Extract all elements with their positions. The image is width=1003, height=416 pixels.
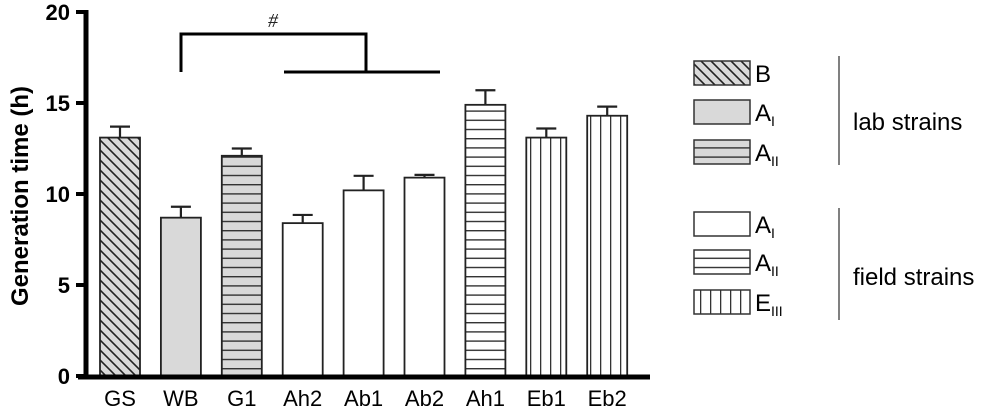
legend-label: AI xyxy=(755,212,775,241)
y-tick-label: 10 xyxy=(46,182,70,207)
legend-label: EIII xyxy=(755,290,783,319)
bar-ah2 xyxy=(281,222,324,377)
x-tick-label: WB xyxy=(163,386,198,411)
x-tick-label: GS xyxy=(104,386,136,411)
legend-label: AI xyxy=(755,100,775,129)
bar-ab2 xyxy=(403,176,446,377)
bar-eb1 xyxy=(525,136,568,377)
legend-swatch-ai-lab xyxy=(693,99,751,125)
bar-gs xyxy=(99,136,141,377)
x-tick-labels: GS WB G1 Ah2 Ab1 Ab2 Ah1 Eb1 Eb2 xyxy=(104,386,627,411)
x-tick-label: Eb1 xyxy=(527,386,566,411)
x-tick-label: Ab2 xyxy=(405,386,444,411)
legend-swatch-ai-field xyxy=(693,211,751,237)
legend-label: AII xyxy=(755,250,779,279)
y-tick-label: 0 xyxy=(58,364,70,389)
legend-swatch-aii-field xyxy=(693,249,751,275)
x-tick-label: Ab1 xyxy=(344,386,383,411)
y-tick-label: 15 xyxy=(46,91,70,116)
legend-group-label: lab strains xyxy=(853,109,962,136)
y-tick-label: 20 xyxy=(46,0,70,25)
legend: B AI AII lab strains AI AII EIII field strains xyxy=(693,56,974,320)
x-tick-label: Ah1 xyxy=(466,386,505,411)
legend-swatch-b xyxy=(693,60,751,86)
x-tick-label: Eb2 xyxy=(588,386,627,411)
x-tick-label: G1 xyxy=(227,386,256,411)
legend-label: B xyxy=(755,61,771,88)
y-axis-label: Generation time (h) xyxy=(7,86,34,306)
legend-swatch-eiii-field xyxy=(693,289,751,315)
legend-group-label: field strains xyxy=(853,264,974,291)
significance-bracket xyxy=(179,32,440,74)
bar-wb xyxy=(159,216,202,377)
bar-ah1 xyxy=(464,103,507,377)
legend-label: AII xyxy=(755,140,779,169)
y-tick-label: 5 xyxy=(58,273,70,298)
bar-g1 xyxy=(220,154,263,377)
bars-group xyxy=(99,103,629,377)
significance-marker: # xyxy=(268,10,279,32)
bar-ab1 xyxy=(342,189,385,377)
x-tick-label: Ah2 xyxy=(283,386,322,411)
error-bars-group xyxy=(110,89,618,224)
y-ticks: 0 5 10 15 20 xyxy=(46,0,86,389)
bar-eb2 xyxy=(586,114,629,377)
legend-swatch-aii-lab xyxy=(693,139,751,165)
